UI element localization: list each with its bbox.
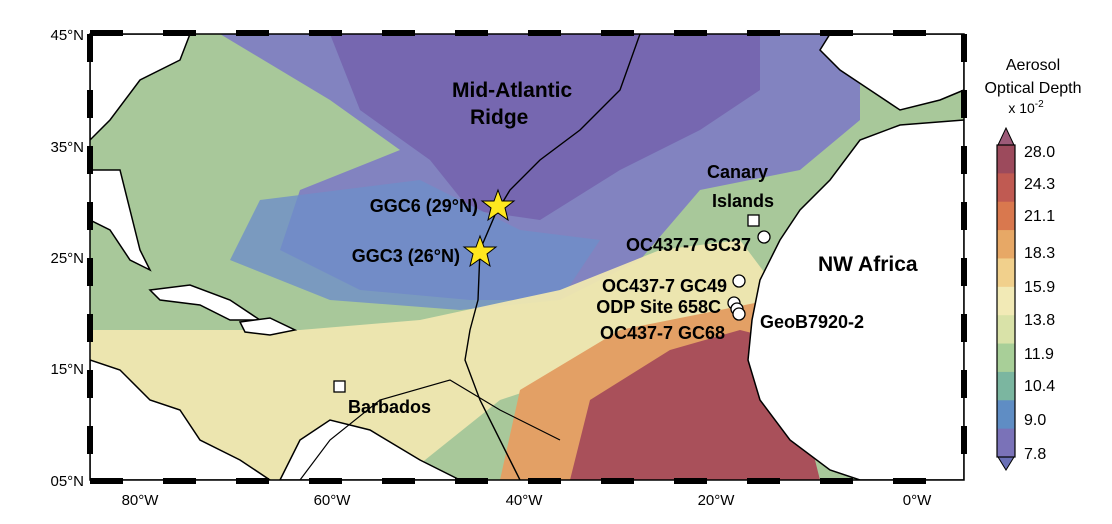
lon-label-80w: 80°W [122, 492, 160, 509]
colorbar-tick-7-8: 7.8 [1024, 446, 1046, 463]
colorbar-band [997, 258, 1015, 288]
colorbar-tick-10-4: 10.4 [1024, 378, 1055, 395]
legend-title-line1: Aerosol [1006, 57, 1060, 74]
colorbar-legend: Aerosol Optical Depth x 10-2 28.0 24.3 2… [985, 57, 1082, 471]
legend-exponent: -2 [1035, 99, 1044, 110]
colorbar-outline [996, 144, 1016, 458]
lat-label-25n: 25°N [50, 250, 84, 267]
ggc6-star-icon [480, 188, 516, 222]
lon-label-40w: 40°W [506, 492, 544, 509]
florida-land [90, 169, 152, 272]
canary-islands-square-icon [747, 214, 760, 227]
hispaniola-land [238, 317, 298, 336]
colorbar-band [997, 230, 1015, 259]
cuba-land [148, 284, 263, 321]
north-america-land [90, 34, 191, 142]
site-markers [333, 188, 771, 393]
central-america-land [90, 359, 272, 480]
geob-label: GeoB7920-2 [760, 312, 864, 332]
frame-ticks-bottom [90, 478, 926, 484]
africa-land [747, 119, 964, 480]
frame-ticks-right [961, 34, 967, 454]
aod-blue-region [230, 180, 600, 310]
colorbar-bands [997, 145, 1015, 458]
map-frame [89, 33, 965, 481]
lat-label-05n: 05°N [50, 473, 84, 490]
colorbar-band [997, 286, 1015, 316]
ridge-label-line1: Mid-Atlantic [452, 79, 572, 102]
colorbar-tick-9-0: 9.0 [1024, 412, 1046, 429]
colorbar-band [997, 201, 1015, 231]
longitude-labels: 80°W 60°W 40°W 20°W 0°W [122, 492, 933, 509]
lat-label-45n: 45°N [50, 27, 84, 44]
ridge-label-line2: Ridge [470, 106, 528, 129]
lon-label-20w: 20°W [698, 492, 736, 509]
lon-label-0w: 0°W [903, 492, 932, 509]
gc37-label: OC437-7 GC37 [626, 235, 751, 255]
africa-label: NW Africa [818, 253, 918, 276]
colorbar-band [997, 315, 1015, 345]
ggc3-label: GGC3 (26°N) [352, 246, 460, 266]
colorbar-band [997, 400, 1015, 430]
colorbar-top-arrow-icon [997, 126, 1015, 146]
frame-ticks-top [90, 30, 926, 36]
map-area [90, 34, 964, 480]
ggc6-label: GGC6 (29°N) [370, 196, 478, 216]
site-labels: GGC6 (29°N) GGC3 (26°N) OC437-7 GC37 OC4… [352, 196, 864, 343]
colorbar-band [997, 428, 1015, 458]
europe-land [819, 34, 964, 111]
canary-label-line2: Islands [712, 191, 774, 211]
colorbar-band [997, 145, 1015, 174]
colorbar-tick-13-8: 13.8 [1024, 312, 1055, 329]
gc68-label: OC437-7 GC68 [600, 323, 725, 343]
colorbar-tick-21-1: 21.1 [1024, 208, 1055, 225]
colorbar-tick-24-3: 24.3 [1024, 176, 1055, 193]
aod-lowest-region [330, 34, 760, 220]
legend-title-line2: Optical Depth [985, 80, 1082, 97]
colorbar-tick-15-9: 15.9 [1024, 279, 1055, 296]
colorbar-bottom-arrow-icon [997, 456, 1015, 471]
barbados-label: Barbados [348, 397, 431, 417]
colorbar-band [997, 343, 1015, 373]
colorbar-band [997, 173, 1015, 203]
frame-ticks-left [87, 34, 93, 454]
colorbar-tick-11-9: 11.9 [1024, 346, 1054, 363]
aod-mid-region [90, 240, 770, 480]
latitude-labels: 45°N 35°N 25°N 15°N 05°N [50, 27, 84, 490]
odp-label: ODP Site 658C [596, 297, 721, 317]
ggc3-star-icon [462, 234, 498, 268]
gc37-circle-icon [757, 230, 771, 244]
gc49-label: OC437-7 GC49 [602, 276, 727, 296]
continental-margin-line [299, 379, 561, 480]
geob-circle-icon [732, 307, 746, 321]
barbados-square-icon [333, 380, 346, 393]
lat-label-15n: 15°N [50, 361, 84, 378]
gc49-circle-icon [732, 274, 746, 288]
region-labels: Mid-Atlantic Ridge Canary Islands NW Afr… [348, 79, 918, 417]
colorbar-band [997, 371, 1015, 401]
lat-label-35n: 35°N [50, 139, 84, 156]
colorbar-tick-18-3: 18.3 [1024, 245, 1055, 262]
south-america-land [279, 419, 461, 480]
colorbar-tick-labels: 28.0 24.3 21.1 18.3 15.9 13.8 11.9 10.4 … [1024, 144, 1055, 463]
lon-label-60w: 60°W [314, 492, 352, 509]
colorbar-tick-28-0: 28.0 [1024, 144, 1055, 161]
canary-label-line1: Canary [707, 162, 768, 182]
legend-title-line3: x 10-2 [1008, 99, 1044, 116]
